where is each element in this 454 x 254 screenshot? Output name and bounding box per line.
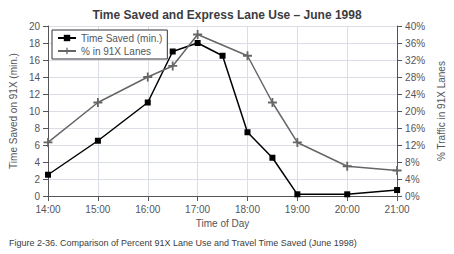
svg-text:0: 0 [34, 191, 40, 202]
svg-text:Time of Day: Time of Day [196, 218, 250, 229]
svg-text:Time Saved (min.): Time Saved (min.) [81, 33, 162, 44]
svg-text:Time Saved on 91X (min.): Time Saved on 91X (min.) [8, 53, 19, 169]
svg-text:% in 91X Lanes: % in 91X Lanes [81, 46, 151, 57]
svg-text:2: 2 [34, 174, 40, 185]
svg-text:16:00: 16:00 [135, 204, 160, 215]
svg-text:16%: 16% [405, 123, 425, 134]
svg-text:12%: 12% [405, 140, 425, 151]
svg-text:Figure 2-36. Comparison of Per: Figure 2-36. Comparison of Percent 91X L… [9, 238, 357, 248]
svg-text:20:00: 20:00 [335, 204, 360, 215]
svg-text:14:00: 14:00 [36, 204, 61, 215]
svg-text:36%: 36% [405, 38, 425, 49]
svg-text:Time Saved and Express Lane Us: Time Saved and Express Lane Use – June 1… [92, 8, 362, 22]
svg-text:18: 18 [29, 38, 41, 49]
svg-text:20: 20 [29, 21, 41, 32]
svg-text:4: 4 [34, 157, 40, 168]
svg-text:4%: 4% [405, 174, 420, 185]
svg-text:40%: 40% [405, 21, 425, 32]
svg-text:18:00: 18:00 [235, 204, 260, 215]
svg-text:20%: 20% [405, 106, 425, 117]
svg-text:21:00: 21:00 [385, 204, 410, 215]
svg-text:17:00: 17:00 [185, 204, 210, 215]
svg-text:8%: 8% [405, 157, 420, 168]
svg-text:12: 12 [29, 89, 41, 100]
svg-text:14: 14 [29, 72, 41, 83]
svg-text:15:00: 15:00 [85, 204, 110, 215]
svg-text:0%: 0% [405, 191, 420, 202]
svg-text:16: 16 [29, 55, 41, 66]
svg-text:6: 6 [34, 140, 40, 151]
svg-text:8: 8 [34, 123, 40, 134]
svg-text:32%: 32% [405, 55, 425, 66]
svg-text:19:00: 19:00 [285, 204, 310, 215]
svg-text:24%: 24% [405, 89, 425, 100]
svg-text:10: 10 [29, 106, 41, 117]
svg-text:28%: 28% [405, 72, 425, 83]
svg-text:% Traffic in 91X Lanes: % Traffic in 91X Lanes [436, 61, 447, 161]
